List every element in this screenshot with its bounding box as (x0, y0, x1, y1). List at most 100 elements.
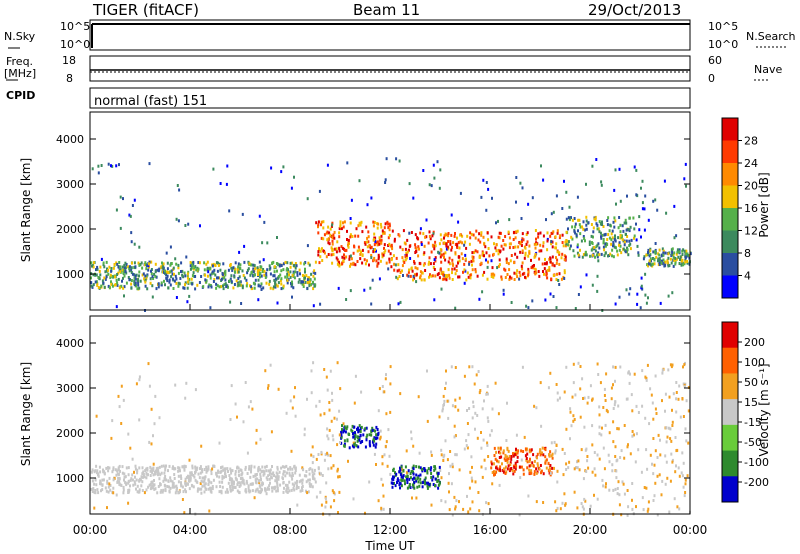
range-cell (274, 475, 277, 479)
range-cell (564, 255, 567, 259)
range-cell (154, 470, 156, 474)
range-cell (495, 466, 497, 470)
range-cell (605, 372, 608, 376)
range-cell (600, 252, 603, 256)
range-cell (461, 234, 464, 238)
range-cell (123, 285, 126, 289)
colorbar-segment (722, 476, 738, 503)
range-cell (611, 236, 614, 240)
range-cell (241, 286, 244, 290)
range-cell (153, 483, 156, 487)
range-cell (203, 261, 206, 265)
range-cell (623, 221, 626, 225)
range-cell (200, 444, 203, 448)
range-cell (313, 472, 316, 476)
range-cell (359, 223, 362, 227)
range-cell (485, 501, 488, 505)
range-cell (207, 482, 210, 486)
range-cell (572, 381, 575, 385)
range-cell (203, 268, 206, 272)
range-cell (626, 246, 628, 250)
range-cell (330, 253, 333, 257)
range-cell (543, 267, 546, 271)
range-cell (173, 272, 175, 276)
range-cell (469, 276, 472, 280)
range-cell (128, 267, 131, 271)
range-cell (519, 240, 522, 244)
range-cell (647, 507, 650, 511)
range-cell (486, 265, 489, 269)
range-cell (112, 478, 115, 482)
range-cell (145, 476, 148, 480)
range-cell (174, 383, 177, 387)
range-cell (134, 274, 137, 278)
range-cell (122, 485, 125, 489)
range-cell (228, 478, 231, 481)
range-cell (149, 474, 152, 477)
range-cell (613, 188, 616, 192)
range-cell (613, 237, 616, 241)
range-cell (444, 258, 447, 262)
range-cell (423, 278, 426, 282)
range-cell (521, 232, 524, 236)
range-cell (614, 365, 617, 369)
range-cell (493, 273, 496, 277)
range-cell (434, 240, 437, 244)
range-cell (628, 216, 631, 220)
range-cell (402, 474, 405, 478)
range-cell (110, 267, 113, 270)
range-cell (252, 267, 255, 271)
range-cell (198, 261, 201, 265)
range-cell (336, 262, 339, 266)
range-cell (257, 467, 260, 471)
range-cell (591, 164, 594, 168)
range-cell (280, 264, 283, 267)
range-cell (495, 450, 498, 454)
range-cell (619, 236, 622, 240)
range-cell (261, 488, 263, 492)
range-cell (505, 439, 508, 442)
range-cell (200, 479, 203, 483)
range-cell (638, 228, 641, 232)
range-cell (327, 467, 330, 471)
range-cell (124, 266, 127, 270)
range-cell (109, 488, 112, 492)
range-cell (287, 270, 290, 274)
range-cell (684, 491, 687, 494)
range-cell (218, 285, 221, 289)
range-cell (549, 260, 552, 264)
range-cell (252, 474, 255, 478)
range-cell (338, 475, 341, 479)
range-cell (143, 277, 146, 281)
range-cell (121, 269, 124, 272)
range-cell (108, 482, 111, 486)
range-cell (434, 465, 436, 469)
range-cell (328, 428, 331, 432)
range-cell (419, 276, 421, 280)
range-cell (177, 271, 180, 275)
range-cell (361, 248, 364, 252)
range-cell (384, 178, 387, 182)
colorbar-segment (722, 140, 738, 164)
range-cell (672, 256, 675, 259)
range-cell (563, 277, 566, 280)
range-cell (613, 245, 616, 249)
range-cell (296, 479, 298, 483)
range-cell (188, 458, 191, 462)
range-cell (268, 279, 271, 283)
range-cell (373, 256, 376, 260)
range-cell (93, 470, 96, 474)
range-cell (191, 263, 194, 267)
range-cell (588, 240, 591, 244)
range-cell (306, 491, 309, 495)
range-cell (192, 271, 195, 275)
range-cell (172, 465, 174, 469)
range-cell (113, 476, 116, 480)
range-cell (635, 432, 638, 436)
range-cell (215, 286, 218, 290)
range-cell (190, 277, 193, 281)
range-cell (584, 239, 586, 243)
range-cell (472, 233, 475, 237)
range-cell (301, 466, 304, 470)
range-cell (430, 466, 433, 470)
